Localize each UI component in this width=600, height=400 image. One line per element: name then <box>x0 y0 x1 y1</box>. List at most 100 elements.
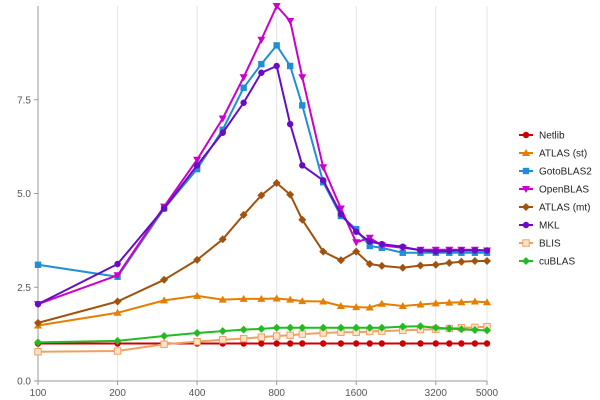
legend-entry: MKL <box>519 221 560 232</box>
axis-layer: 100 200 400 800 1600 3200 5000 0.0 2.5 5.0 7.5 <box>17 6 499 399</box>
series-line <box>37 5 488 306</box>
legend: Netlib ATLAS (st) GotoBLAS2 OpenBLAS ATLAS (… <box>519 131 592 268</box>
x-tick-label: 5000 <box>476 388 499 399</box>
data-point <box>286 120 294 128</box>
legend-entry: OpenBLAS <box>519 185 589 196</box>
series-layer <box>34 3 491 356</box>
legend-entry: BLIS <box>519 239 561 250</box>
data-point <box>366 340 373 347</box>
legend-label: Netlib <box>539 131 565 142</box>
data-point <box>160 332 169 340</box>
data-point <box>286 190 295 199</box>
data-point <box>319 297 328 305</box>
legend-marker <box>522 167 530 175</box>
legend-entry: cuBLAS <box>519 257 575 268</box>
data-point <box>273 62 280 70</box>
data-point <box>272 294 281 302</box>
legend-label: ATLAS (st) <box>539 149 587 160</box>
data-point <box>193 165 201 173</box>
data-point <box>365 303 374 311</box>
data-point <box>257 191 266 200</box>
data-point <box>399 340 406 347</box>
data-point <box>432 248 439 255</box>
data-point <box>113 347 122 355</box>
data-point <box>239 334 248 343</box>
data-point <box>298 215 307 224</box>
x-tick-label: 3200 <box>425 388 448 399</box>
series-line <box>37 44 487 278</box>
data-point <box>257 333 266 341</box>
data-point <box>113 336 122 345</box>
data-point <box>337 210 345 218</box>
data-point <box>352 303 361 311</box>
series-netlib <box>34 340 491 347</box>
data-point <box>239 210 248 219</box>
data-point <box>417 340 424 347</box>
data-point <box>416 300 425 308</box>
data-point <box>471 247 479 254</box>
data-point <box>320 177 327 184</box>
data-point <box>336 256 345 265</box>
data-point <box>272 323 281 332</box>
data-point <box>320 340 327 347</box>
legend-marker <box>522 239 530 247</box>
data-point <box>377 323 386 332</box>
data-point <box>286 62 294 70</box>
data-point <box>273 340 280 347</box>
data-point <box>219 129 226 136</box>
data-point <box>114 260 121 268</box>
series-gotoblas2 <box>34 42 491 280</box>
series-line <box>37 325 488 344</box>
data-point <box>160 296 169 304</box>
data-point <box>470 297 479 305</box>
data-point <box>240 84 247 91</box>
data-point <box>34 348 42 356</box>
legend-entry: ATLAS (st) <box>519 149 587 160</box>
data-point <box>219 336 227 344</box>
data-point <box>272 179 281 187</box>
legend-label: cuBLAS <box>539 257 575 268</box>
data-point <box>218 115 227 123</box>
legend-entry: ATLAS (mt) <box>519 203 590 214</box>
data-point <box>483 257 491 265</box>
data-point <box>446 247 453 255</box>
data-point <box>319 247 328 256</box>
data-point <box>193 162 201 169</box>
data-point <box>483 340 491 347</box>
data-point <box>272 3 281 10</box>
data-point <box>445 258 454 267</box>
data-point <box>193 291 202 299</box>
legend-marker <box>522 186 530 193</box>
data-point <box>286 323 295 332</box>
legend-marker <box>522 203 530 211</box>
data-point <box>34 261 42 268</box>
series-atlas-st <box>34 291 491 329</box>
data-point <box>258 60 265 68</box>
series-line <box>37 294 488 327</box>
data-point <box>353 228 360 235</box>
data-point <box>273 42 280 49</box>
legend-label: GotoBLAS2 <box>539 167 592 178</box>
data-point <box>365 260 374 268</box>
data-point <box>298 74 307 82</box>
data-point <box>286 18 295 25</box>
data-point <box>193 156 202 164</box>
data-point <box>239 294 248 302</box>
series-mkl <box>34 62 491 308</box>
data-point <box>319 164 328 172</box>
data-point <box>160 275 169 284</box>
data-point <box>240 99 247 106</box>
data-point <box>286 331 294 339</box>
data-point <box>458 247 465 254</box>
series-openblas <box>34 3 491 309</box>
data-point <box>160 205 168 212</box>
data-point <box>483 298 491 306</box>
data-point <box>272 332 281 340</box>
data-point <box>398 302 407 309</box>
data-point <box>457 298 466 306</box>
data-point <box>286 340 294 347</box>
data-point <box>337 340 345 347</box>
data-point <box>399 243 406 250</box>
